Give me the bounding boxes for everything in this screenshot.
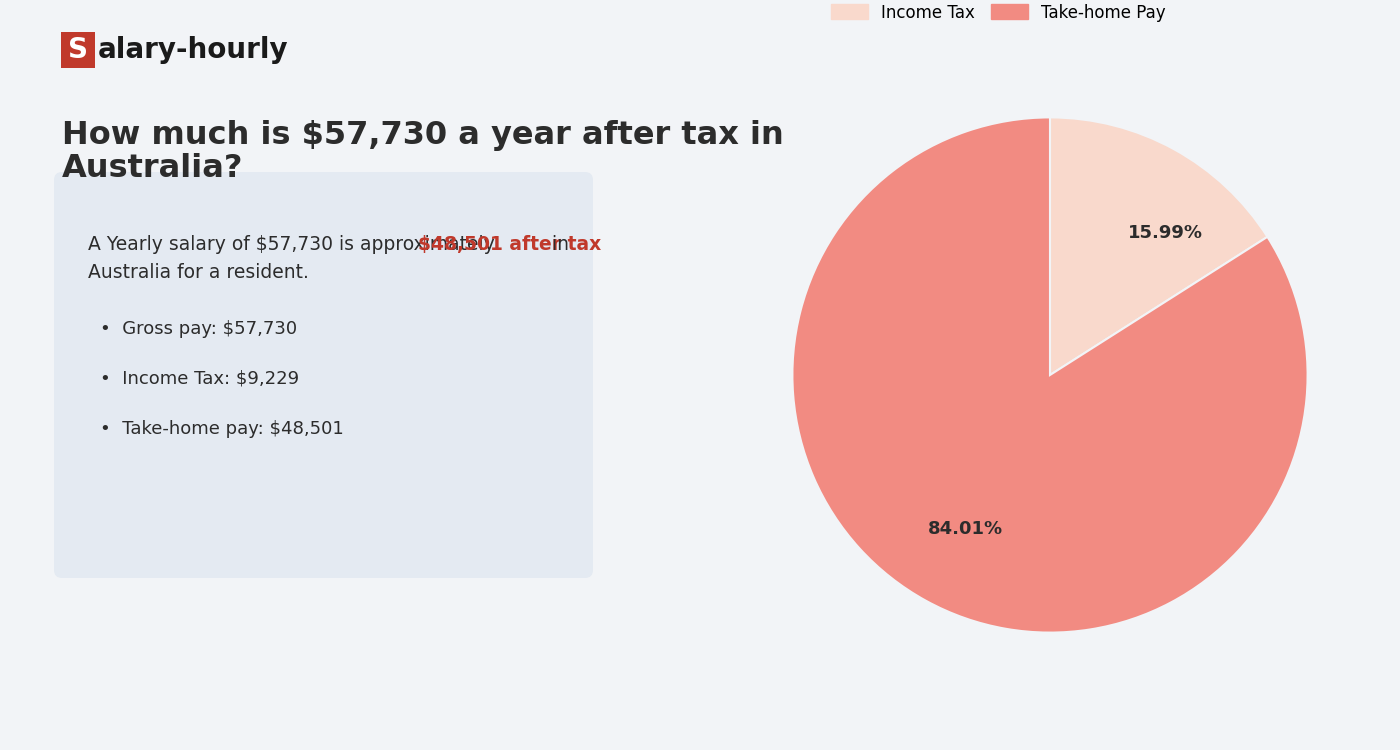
Text: Australia?: Australia? [62, 153, 244, 184]
Text: •  Income Tax: $9,229: • Income Tax: $9,229 [99, 370, 300, 388]
Wedge shape [1050, 118, 1267, 375]
Wedge shape [792, 118, 1308, 632]
Text: Australia for a resident.: Australia for a resident. [88, 263, 309, 282]
Text: alary-hourly: alary-hourly [98, 36, 288, 64]
Legend: Income Tax, Take-home Pay: Income Tax, Take-home Pay [825, 0, 1173, 28]
FancyBboxPatch shape [55, 172, 594, 578]
Text: A Yearly salary of $57,730 is approximately: A Yearly salary of $57,730 is approximat… [88, 235, 501, 254]
Text: •  Gross pay: $57,730: • Gross pay: $57,730 [99, 320, 297, 338]
Text: 15.99%: 15.99% [1128, 224, 1204, 242]
Text: S: S [69, 36, 88, 64]
Text: $48,501 after tax: $48,501 after tax [419, 235, 601, 254]
Text: How much is $57,730 a year after tax in: How much is $57,730 a year after tax in [62, 120, 784, 151]
Text: in: in [546, 235, 568, 254]
Text: •  Take-home pay: $48,501: • Take-home pay: $48,501 [99, 420, 344, 438]
Text: 84.01%: 84.01% [928, 520, 1004, 538]
FancyBboxPatch shape [62, 32, 95, 68]
